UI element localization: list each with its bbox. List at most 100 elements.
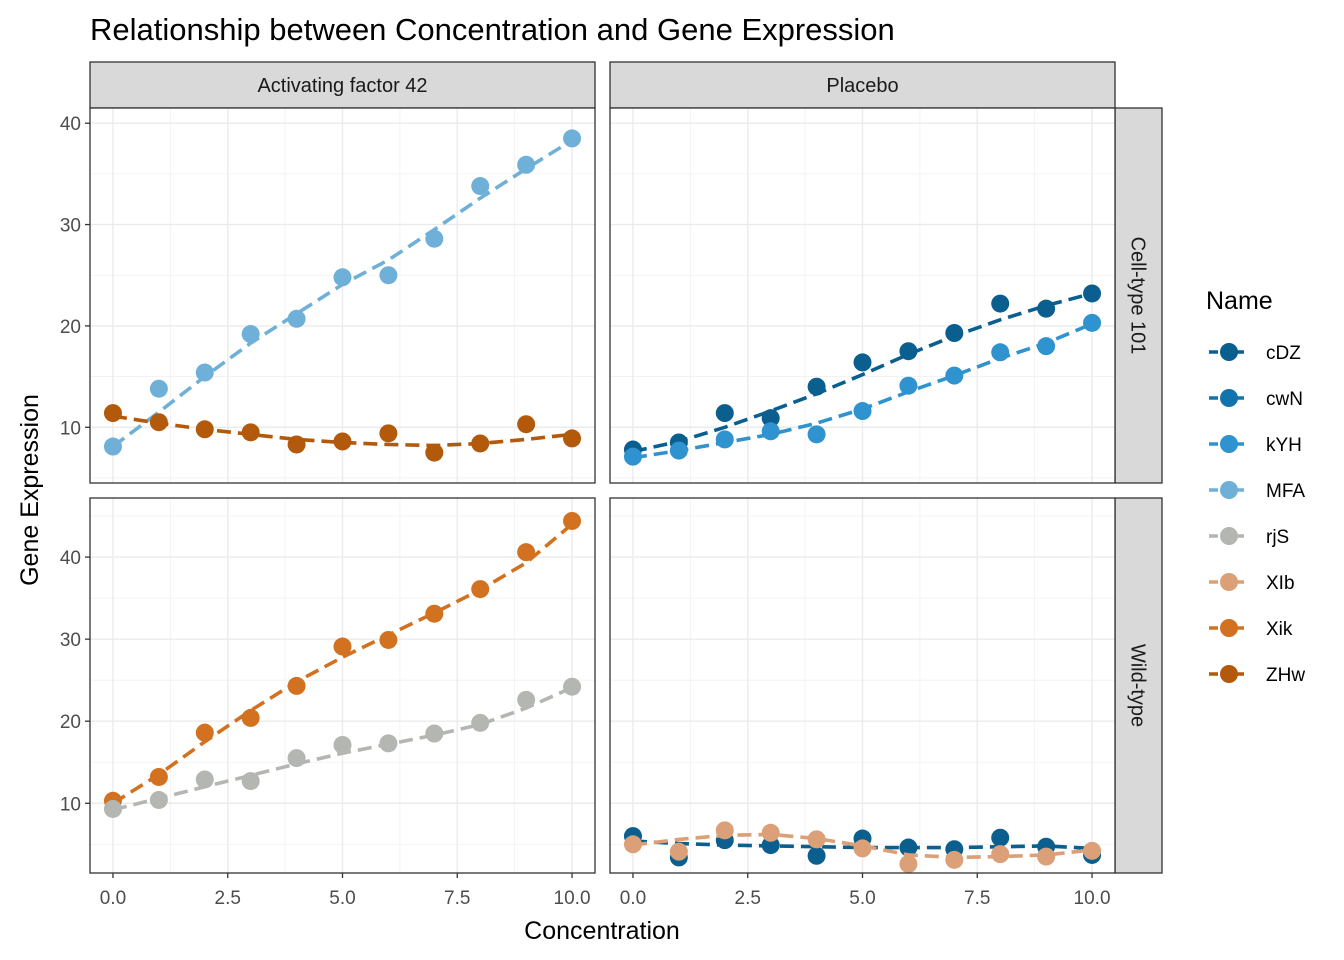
legend-label: ZHw xyxy=(1266,665,1305,686)
data-point-cDZ xyxy=(715,404,734,423)
legend-key-point xyxy=(1220,481,1238,499)
data-point-rjS xyxy=(379,734,398,753)
x-tick-label: 7.5 xyxy=(964,888,990,909)
x-tick-label: 0.0 xyxy=(620,888,646,909)
y-tick-label: 10 xyxy=(60,794,81,815)
data-point-XIb xyxy=(807,830,826,849)
facet-strip-row-1 xyxy=(1114,107,1163,484)
data-point-Xik xyxy=(195,723,214,742)
data-point-Xik xyxy=(471,580,490,599)
facet-panel-r2-c1: 10 20 30 40 0.0 2.5 5.0 7.5 10.0 xyxy=(60,497,596,909)
data-point-rjS xyxy=(103,799,122,818)
legend-item-ZHw: ZHw xyxy=(1209,665,1305,686)
facet-panel-r2-c2: 0.0 2.5 5.0 7.5 10.0 xyxy=(609,497,1116,909)
data-point-ZHw xyxy=(517,415,536,434)
data-point-ZHw xyxy=(103,404,122,423)
chart-title: Relationship between Concentration and G… xyxy=(90,12,895,47)
data-point-rjS xyxy=(517,690,536,709)
legend-label: Xik xyxy=(1266,619,1293,640)
x-tick-label: 10.0 xyxy=(554,888,591,909)
data-point-rjS xyxy=(195,770,214,789)
x-tick-label: 5.0 xyxy=(329,888,355,909)
trend-line-cDZ xyxy=(632,839,1093,851)
data-point-kYH xyxy=(1083,313,1102,332)
legend-key-point xyxy=(1220,435,1238,453)
legend-item-cwN: cwN xyxy=(1209,389,1303,410)
trend-line-cDZ xyxy=(632,291,1093,454)
data-point-kYH xyxy=(945,366,964,385)
facet-panels: Activating factor 42 Placebo Cell-type 101… xyxy=(60,61,1163,909)
x-axis-title: Concentration xyxy=(524,917,680,945)
series-kYH xyxy=(623,313,1102,466)
data-point-MFA xyxy=(379,266,398,285)
data-point-cDZ xyxy=(853,353,872,372)
data-point-MFA xyxy=(425,229,444,248)
data-point-Xik xyxy=(425,604,444,623)
data-point-XIb xyxy=(899,854,918,873)
data-point-ZHw xyxy=(425,443,444,462)
data-point-rjS xyxy=(149,790,168,809)
y-tick-label: 40 xyxy=(60,114,81,135)
data-point-cDZ xyxy=(807,846,826,865)
x-tick-label: 5.0 xyxy=(849,888,875,909)
data-point-MFA xyxy=(287,309,306,328)
data-point-XIb xyxy=(853,839,872,858)
x-tick-label: 0.0 xyxy=(100,888,126,909)
data-point-cDZ xyxy=(761,409,780,428)
data-point-ZHw xyxy=(241,423,260,442)
data-point-kYH xyxy=(761,422,780,441)
facet-strip-col-label: Placebo xyxy=(826,75,898,97)
legend-key-point xyxy=(1220,527,1238,545)
data-point-Xik xyxy=(149,767,168,786)
facet-strip-row-2 xyxy=(1114,497,1163,874)
data-point-rjS xyxy=(333,735,352,754)
legend-label: rjS xyxy=(1266,527,1289,548)
facet-panel-r1-c2 xyxy=(609,107,1116,484)
data-point-Xik xyxy=(379,630,398,649)
data-point-XIb xyxy=(623,835,642,854)
legend-item-MFA: MFA xyxy=(1209,481,1305,502)
x-tick-label: 2.5 xyxy=(215,888,241,909)
data-point-ZHw xyxy=(471,434,490,453)
y-tick-label: 20 xyxy=(60,317,81,338)
data-point-Xik xyxy=(241,708,260,727)
y-tick-label: 30 xyxy=(60,216,81,237)
data-point-cDZ xyxy=(1037,299,1056,318)
y-tick-label: 40 xyxy=(60,548,81,569)
data-point-cDZ xyxy=(945,324,964,342)
data-point-XIb xyxy=(669,842,688,861)
legend-key-point xyxy=(1220,573,1238,591)
legend-title: Name xyxy=(1206,287,1273,315)
facet-strip-col-2 xyxy=(609,61,1116,109)
legend-label: cwN xyxy=(1266,389,1303,410)
data-point-cDZ xyxy=(807,377,826,396)
data-point-MFA xyxy=(241,325,260,344)
legend-key-point xyxy=(1220,665,1238,683)
data-point-kYH xyxy=(623,447,642,466)
data-point-cDZ xyxy=(899,342,918,361)
data-point-ZHw xyxy=(195,420,214,439)
legend-item-rjS: rjS xyxy=(1209,527,1289,548)
data-point-rjS xyxy=(425,724,444,743)
legend-label: cDZ xyxy=(1266,343,1301,364)
series-MFA xyxy=(103,129,582,456)
data-point-MFA xyxy=(333,268,352,287)
data-point-cDZ xyxy=(991,828,1010,847)
data-point-rjS xyxy=(241,772,260,791)
data-point-Xik xyxy=(563,511,582,530)
data-point-MFA xyxy=(195,363,214,382)
legend-label: XIb xyxy=(1266,573,1295,594)
data-point-rjS xyxy=(563,677,582,696)
data-point-kYH xyxy=(1037,337,1056,356)
data-point-MFA xyxy=(103,437,122,456)
series-ZHw xyxy=(103,404,582,462)
data-point-Xik xyxy=(333,637,352,656)
legend-label: kYH xyxy=(1266,435,1302,456)
data-point-Xik xyxy=(517,543,536,562)
legend-item-kYH: kYH xyxy=(1209,435,1302,456)
y-tick-label: 10 xyxy=(60,418,81,439)
data-point-kYH xyxy=(715,430,734,449)
data-point-ZHw xyxy=(563,429,582,448)
trend-line-Xik xyxy=(112,522,574,805)
